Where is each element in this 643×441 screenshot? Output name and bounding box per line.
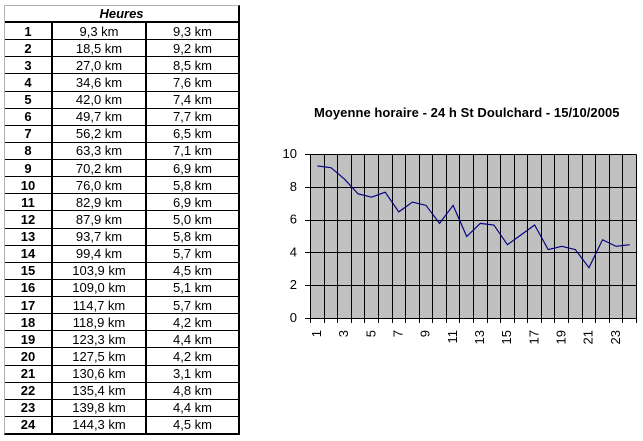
svg-text:17: 17: [526, 330, 541, 344]
svg-text:1: 1: [309, 330, 324, 337]
svg-text:9: 9: [418, 330, 433, 337]
svg-text:8: 8: [290, 179, 297, 194]
svg-text:0: 0: [290, 310, 297, 325]
svg-text:4: 4: [290, 244, 297, 259]
svg-text:10: 10: [283, 146, 297, 161]
svg-text:15: 15: [499, 330, 514, 344]
svg-text:6: 6: [290, 212, 297, 227]
svg-text:3: 3: [336, 330, 351, 337]
svg-text:19: 19: [553, 330, 568, 344]
svg-text:21: 21: [581, 330, 596, 344]
svg-text:7: 7: [390, 330, 405, 337]
svg-text:2: 2: [290, 277, 297, 292]
svg-text:5: 5: [363, 330, 378, 337]
svg-text:13: 13: [472, 330, 487, 344]
svg-text:23: 23: [608, 330, 623, 344]
svg-text:11: 11: [445, 330, 460, 344]
